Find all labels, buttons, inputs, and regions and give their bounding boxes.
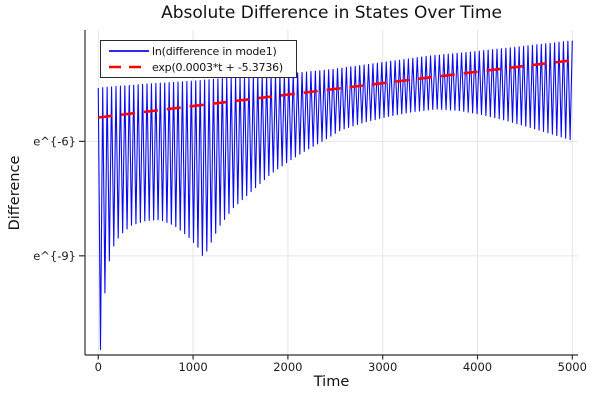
legend-entry: ln(difference in mode1) xyxy=(106,43,293,59)
series-line-difference xyxy=(97,40,573,351)
y-tick-label-e^{-9}: e^{-9} xyxy=(33,249,76,263)
chart-title: Absolute Difference in States Over Time xyxy=(161,3,502,23)
y-tick-label-e^{-6}: e^{-6} xyxy=(33,134,76,148)
legend-entry-label: ln(difference in mode1) xyxy=(152,44,277,58)
legend-entry: exp(0.0003*t + -5.3736) xyxy=(106,59,293,75)
x-tick-label-2000: 2000 xyxy=(273,360,302,374)
x-axis-label: Time xyxy=(313,374,350,390)
legend-entry-label: exp(0.0003*t + -5.3736) xyxy=(152,60,284,74)
legend-line-sample xyxy=(109,65,149,69)
x-tick-label-4000: 4000 xyxy=(463,360,492,374)
x-tick-label-1000: 1000 xyxy=(178,360,207,374)
legend: ln(difference in mode1) exp(0.0003*t + -5… xyxy=(100,40,297,78)
series-line-trend xyxy=(98,58,573,119)
x-tick-label-5000: 5000 xyxy=(558,360,587,374)
x-tick-label-0: 0 xyxy=(95,360,102,374)
x-tick-label-3000: 3000 xyxy=(368,360,397,374)
legend-line-sample xyxy=(109,50,149,52)
